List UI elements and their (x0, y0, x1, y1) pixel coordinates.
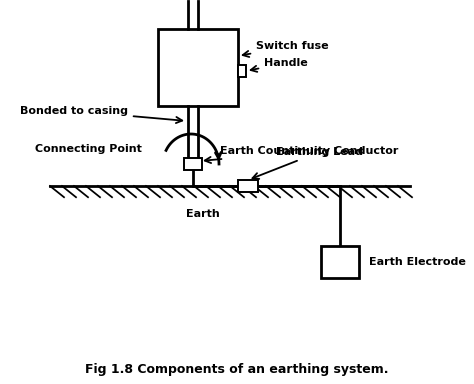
Text: Handle: Handle (251, 58, 308, 72)
Text: Earth Countinuity Conductor: Earth Countinuity Conductor (205, 146, 398, 163)
Text: Fig 1.8 Components of an earthing system.: Fig 1.8 Components of an earthing system… (85, 364, 389, 376)
Text: Earth: Earth (186, 209, 220, 219)
Bar (184, 158, 202, 170)
Text: Connecting Point: Connecting Point (35, 144, 142, 154)
Text: Earth Electrode: Earth Electrode (369, 257, 466, 267)
Bar (238, 65, 246, 77)
Bar (158, 29, 238, 106)
Text: Earthing Lead: Earthing Lead (253, 147, 363, 179)
Text: Bonded to casing: Bonded to casing (20, 106, 182, 123)
Text: Switch fuse: Switch fuse (243, 41, 328, 57)
Bar (321, 246, 359, 278)
Bar (238, 180, 258, 192)
